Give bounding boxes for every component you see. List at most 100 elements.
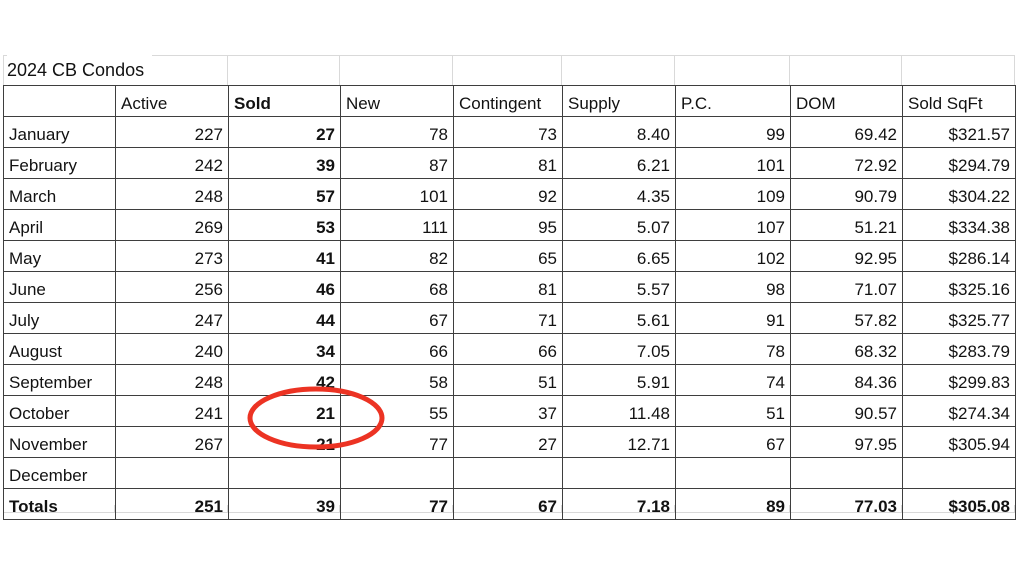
- cell-sold-sqft[interactable]: $305.94: [902, 426, 1016, 458]
- column-header-contingent[interactable]: Contingent: [453, 85, 563, 117]
- cell-new[interactable]: 67: [340, 302, 454, 334]
- cell-pc[interactable]: 99: [675, 116, 791, 148]
- cell-pc[interactable]: 102: [675, 240, 791, 272]
- cell-pc[interactable]: 51: [675, 395, 791, 427]
- cell-pc[interactable]: 91: [675, 302, 791, 334]
- cell-contingent[interactable]: 95: [453, 209, 563, 241]
- cell-new[interactable]: 68: [340, 271, 454, 303]
- cell-sold[interactable]: 41: [228, 240, 341, 272]
- row-label[interactable]: September: [3, 364, 116, 396]
- cell-pc[interactable]: 74: [675, 364, 791, 396]
- cell-sold[interactable]: 34: [228, 333, 341, 365]
- cell-active[interactable]: 248: [115, 364, 229, 396]
- cell-dom[interactable]: 57.82: [790, 302, 903, 334]
- cell-contingent[interactable]: 27: [453, 426, 563, 458]
- row-label[interactable]: April: [3, 209, 116, 241]
- cell-supply[interactable]: 5.07: [562, 209, 676, 241]
- cell-new[interactable]: 58: [340, 364, 454, 396]
- cell-new[interactable]: 111: [340, 209, 454, 241]
- cell-contingent[interactable]: 37: [453, 395, 563, 427]
- row-label[interactable]: February: [3, 147, 116, 179]
- cell-sold[interactable]: 21: [228, 395, 341, 427]
- cell-new[interactable]: 66: [340, 333, 454, 365]
- cell-active[interactable]: 267: [115, 426, 229, 458]
- cell-pc[interactable]: 107: [675, 209, 791, 241]
- cell-active[interactable]: 248: [115, 178, 229, 210]
- cell-supply[interactable]: 7.18: [562, 488, 676, 520]
- cell-contingent[interactable]: 51: [453, 364, 563, 396]
- row-label[interactable]: Totals: [3, 488, 116, 520]
- cell-dom[interactable]: 69.42: [790, 116, 903, 148]
- cell-sold-sqft[interactable]: $334.38: [902, 209, 1016, 241]
- cell-active[interactable]: [115, 457, 229, 489]
- cell-active[interactable]: 256: [115, 271, 229, 303]
- cell-supply[interactable]: 8.40: [562, 116, 676, 148]
- cell-sold[interactable]: 21: [228, 426, 341, 458]
- cell-active[interactable]: 269: [115, 209, 229, 241]
- column-header-pc[interactable]: P.C.: [675, 85, 791, 117]
- cell-dom[interactable]: 71.07: [790, 271, 903, 303]
- cell-supply[interactable]: 5.57: [562, 271, 676, 303]
- cell-new[interactable]: 101: [340, 178, 454, 210]
- cell-supply[interactable]: 12.71: [562, 426, 676, 458]
- cell-contingent[interactable]: 73: [453, 116, 563, 148]
- cell-new[interactable]: 77: [340, 426, 454, 458]
- column-header-active[interactable]: Active: [115, 85, 229, 117]
- cell-pc[interactable]: 67: [675, 426, 791, 458]
- cell-sold-sqft[interactable]: $305.08: [902, 488, 1016, 520]
- cell-new[interactable]: 87: [340, 147, 454, 179]
- cell-active[interactable]: 273: [115, 240, 229, 272]
- cell-sold[interactable]: 53: [228, 209, 341, 241]
- cell-sold[interactable]: 39: [228, 488, 341, 520]
- row-label[interactable]: November: [3, 426, 116, 458]
- cell-active[interactable]: 240: [115, 333, 229, 365]
- row-label[interactable]: January: [3, 116, 116, 148]
- cell-contingent[interactable]: [453, 457, 563, 489]
- cell-sold[interactable]: 57: [228, 178, 341, 210]
- cell-sold-sqft[interactable]: $274.34: [902, 395, 1016, 427]
- cell-dom[interactable]: 92.95: [790, 240, 903, 272]
- cell-sold-sqft[interactable]: $325.77: [902, 302, 1016, 334]
- cell-dom[interactable]: 72.92: [790, 147, 903, 179]
- cell-contingent[interactable]: 66: [453, 333, 563, 365]
- cell-active[interactable]: 251: [115, 488, 229, 520]
- cell-supply[interactable]: 7.05: [562, 333, 676, 365]
- cell-supply[interactable]: 4.35: [562, 178, 676, 210]
- cell-sold[interactable]: 46: [228, 271, 341, 303]
- cell-contingent[interactable]: 65: [453, 240, 563, 272]
- cell-contingent[interactable]: 67: [453, 488, 563, 520]
- cell-contingent[interactable]: 81: [453, 147, 563, 179]
- cell-supply[interactable]: [562, 457, 676, 489]
- row-label[interactable]: June: [3, 271, 116, 303]
- cell-pc[interactable]: 109: [675, 178, 791, 210]
- row-label[interactable]: May: [3, 240, 116, 272]
- cell-sold[interactable]: 27: [228, 116, 341, 148]
- cell-dom[interactable]: 84.36: [790, 364, 903, 396]
- cell-pc[interactable]: 89: [675, 488, 791, 520]
- row-label[interactable]: July: [3, 302, 116, 334]
- cell-sold[interactable]: 39: [228, 147, 341, 179]
- column-header-new[interactable]: New: [340, 85, 454, 117]
- cell-new[interactable]: 82: [340, 240, 454, 272]
- cell-pc[interactable]: [675, 457, 791, 489]
- cell-supply[interactable]: 11.48: [562, 395, 676, 427]
- cell-dom[interactable]: 51.21: [790, 209, 903, 241]
- cell-supply[interactable]: 5.91: [562, 364, 676, 396]
- cell-sold-sqft[interactable]: $286.14: [902, 240, 1016, 272]
- cell-sold-sqft[interactable]: $283.79: [902, 333, 1016, 365]
- cell-dom[interactable]: 90.57: [790, 395, 903, 427]
- cell-active[interactable]: 247: [115, 302, 229, 334]
- row-label[interactable]: December: [3, 457, 116, 489]
- cell-dom[interactable]: 77.03: [790, 488, 903, 520]
- cell-sold-sqft[interactable]: $294.79: [902, 147, 1016, 179]
- cell-contingent[interactable]: 71: [453, 302, 563, 334]
- cell-contingent[interactable]: 92: [453, 178, 563, 210]
- cell-new[interactable]: 55: [340, 395, 454, 427]
- cell-sold[interactable]: 42: [228, 364, 341, 396]
- column-header-sold[interactable]: Sold: [228, 85, 341, 117]
- cell-dom[interactable]: 97.95: [790, 426, 903, 458]
- cell-active[interactable]: 227: [115, 116, 229, 148]
- cell-supply[interactable]: 6.21: [562, 147, 676, 179]
- cell-supply[interactable]: 5.61: [562, 302, 676, 334]
- cell-sold[interactable]: [228, 457, 341, 489]
